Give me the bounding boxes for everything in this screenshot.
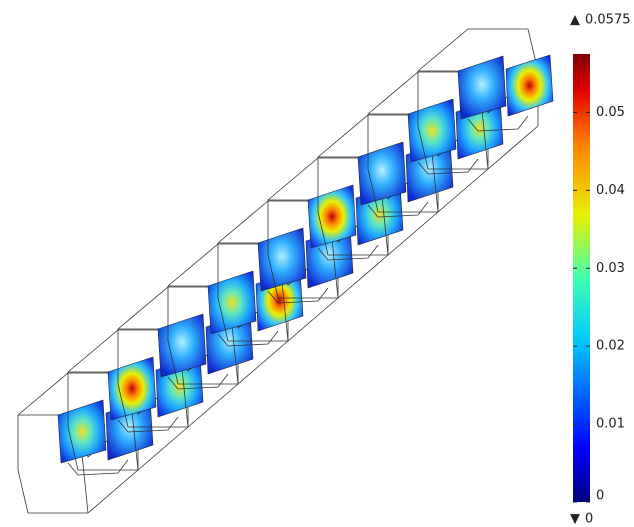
colorbar-tick-label: 0.03: [596, 261, 625, 276]
inner-wire: [68, 460, 128, 475]
geometry: [18, 29, 553, 513]
field-slice: [506, 55, 553, 116]
field-slice: [58, 400, 106, 463]
colorbar-tick-label: 0.01: [596, 417, 625, 432]
plot-view: ▲ ▼ 0.0575 0 0 0.01 0.02 0.03 0.04 0.05: [0, 0, 634, 527]
max-marker: ▲: [570, 13, 580, 28]
colorbar-tick-label: 0: [596, 489, 604, 504]
colorbar-tick-label: 0.05: [596, 105, 625, 120]
colorbar: [573, 54, 590, 502]
colorbar-tick-label: 0.04: [596, 183, 625, 198]
colorbar-min-label: 0: [585, 512, 593, 527]
colorbar-tick-label: 0.02: [596, 339, 625, 354]
colorbar-max-label: 0.0575: [585, 13, 631, 28]
min-marker: ▼: [570, 512, 580, 527]
